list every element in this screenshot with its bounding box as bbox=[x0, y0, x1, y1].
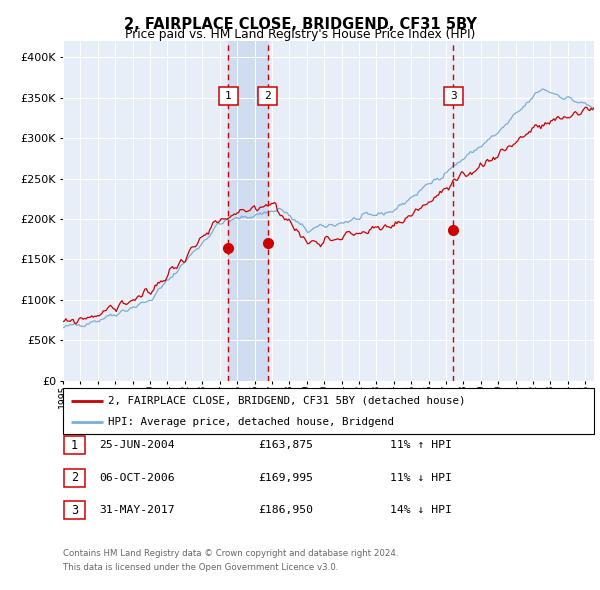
Text: 2, FAIRPLACE CLOSE, BRIDGEND, CF31 5BY: 2, FAIRPLACE CLOSE, BRIDGEND, CF31 5BY bbox=[124, 17, 476, 31]
Text: 2: 2 bbox=[264, 91, 271, 101]
Text: 11% ↓ HPI: 11% ↓ HPI bbox=[390, 473, 452, 483]
FancyBboxPatch shape bbox=[443, 87, 463, 105]
Text: £186,950: £186,950 bbox=[258, 506, 313, 515]
Text: 2: 2 bbox=[71, 471, 78, 484]
Text: 31-MAY-2017: 31-MAY-2017 bbox=[99, 506, 175, 515]
Text: 14% ↓ HPI: 14% ↓ HPI bbox=[390, 506, 452, 515]
Text: 11% ↑ HPI: 11% ↑ HPI bbox=[390, 441, 452, 450]
Text: 1: 1 bbox=[71, 439, 78, 452]
Text: 3: 3 bbox=[71, 504, 78, 517]
Text: Contains HM Land Registry data © Crown copyright and database right 2024.: Contains HM Land Registry data © Crown c… bbox=[63, 549, 398, 558]
Text: 06-OCT-2006: 06-OCT-2006 bbox=[99, 473, 175, 483]
Text: 25-JUN-2004: 25-JUN-2004 bbox=[99, 441, 175, 450]
Text: £163,875: £163,875 bbox=[258, 441, 313, 450]
FancyBboxPatch shape bbox=[218, 87, 238, 105]
Text: 2, FAIRPLACE CLOSE, BRIDGEND, CF31 5BY (detached house): 2, FAIRPLACE CLOSE, BRIDGEND, CF31 5BY (… bbox=[108, 396, 466, 406]
Text: This data is licensed under the Open Government Licence v3.0.: This data is licensed under the Open Gov… bbox=[63, 563, 338, 572]
Text: 1: 1 bbox=[225, 91, 232, 101]
FancyBboxPatch shape bbox=[258, 87, 277, 105]
Text: Price paid vs. HM Land Registry's House Price Index (HPI): Price paid vs. HM Land Registry's House … bbox=[125, 28, 475, 41]
Text: HPI: Average price, detached house, Bridgend: HPI: Average price, detached house, Brid… bbox=[108, 417, 394, 427]
Text: £169,995: £169,995 bbox=[258, 473, 313, 483]
Text: 3: 3 bbox=[450, 91, 457, 101]
Bar bbox=[228, 41, 268, 381]
